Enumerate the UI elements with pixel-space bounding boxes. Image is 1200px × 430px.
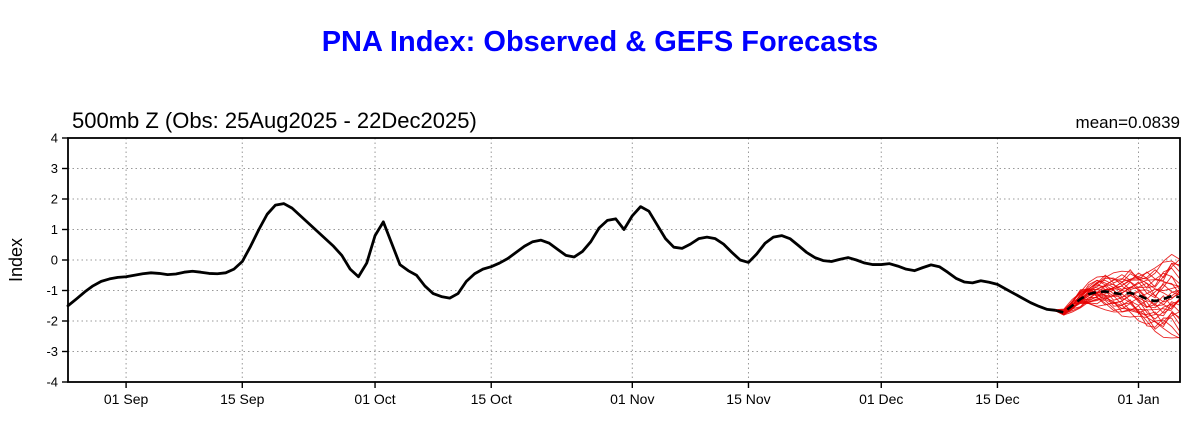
x-tick-label: 01 Oct bbox=[354, 391, 395, 407]
x-tick-label: 01 Jan bbox=[1117, 391, 1159, 407]
ensemble-member-line bbox=[1055, 262, 1181, 311]
y-tick-label: 4 bbox=[51, 131, 58, 146]
y-tick-label: 0 bbox=[51, 253, 58, 268]
y-tick-label: 2 bbox=[51, 192, 58, 207]
y-axis-label: Index bbox=[6, 238, 26, 282]
y-tick-label: -4 bbox=[46, 375, 58, 390]
x-tick-label: 15 Nov bbox=[726, 391, 770, 407]
y-tick-label: -2 bbox=[46, 314, 58, 329]
ensemble-member-line bbox=[1055, 298, 1181, 339]
chart-subtitle: 500mb Z (Obs: 25Aug2025 - 22Dec2025) bbox=[72, 108, 477, 133]
x-tick-label: 01 Dec bbox=[859, 391, 903, 407]
series-layer bbox=[66, 202, 1181, 339]
grid-layer bbox=[68, 137, 1180, 383]
x-tick-label: 01 Sep bbox=[104, 391, 149, 407]
y-tick-label: 1 bbox=[51, 222, 58, 237]
y-tick-label: -1 bbox=[46, 283, 58, 298]
plot-border bbox=[67, 137, 1181, 383]
axis-layer: -4 -3 -2 -1 0 1 2 3 4 01 Sep 15 Sep 01 Oct 15 Oct 01 … bbox=[46, 131, 1181, 407]
y-tick-label: 3 bbox=[51, 161, 58, 176]
chart-title: PNA Index: Observed & GEFS Forecasts bbox=[321, 26, 879, 58]
observed-line bbox=[66, 202, 1057, 312]
y-tick-label: -3 bbox=[46, 344, 58, 359]
ensemble-member-line bbox=[1055, 267, 1181, 311]
x-tick-label: 01 Nov bbox=[610, 391, 654, 407]
ensemble-member-line bbox=[1055, 279, 1181, 312]
mean-annotation: mean=0.0839 bbox=[1076, 113, 1180, 132]
ensemble-member-line bbox=[1055, 296, 1181, 332]
ensemble-member-line bbox=[1055, 253, 1181, 311]
ensemble-member-line bbox=[1055, 288, 1181, 313]
x-tick-label: 15 Oct bbox=[471, 391, 512, 407]
forecast-mean-line bbox=[1055, 290, 1181, 314]
ensemble-member-line bbox=[1055, 260, 1181, 312]
x-tick-label: 15 Sep bbox=[220, 391, 265, 407]
x-tick-label: 15 Dec bbox=[975, 391, 1019, 407]
